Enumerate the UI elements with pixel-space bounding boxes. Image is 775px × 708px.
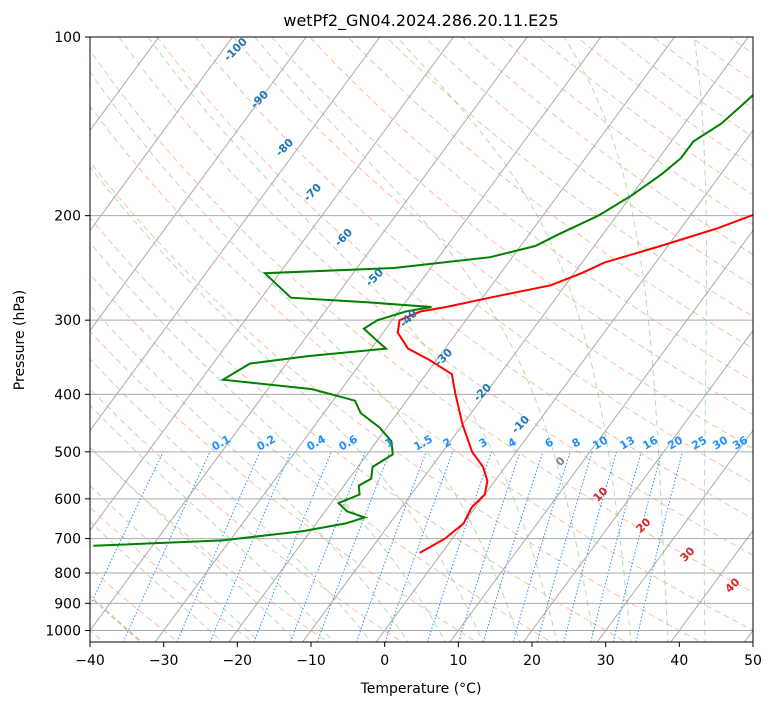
- y-tick-label: 200: [54, 209, 81, 225]
- isotherm: [154, 37, 602, 642]
- dry-adiabat: [90, 161, 702, 642]
- isotherms: [90, 37, 753, 642]
- isotherm: [90, 37, 381, 432]
- dewpoint-profile-line: [93, 93, 753, 547]
- isobars: [90, 37, 753, 631]
- isotherm: [670, 529, 753, 642]
- y-tick-label: 600: [54, 492, 81, 508]
- isotherm: [90, 37, 234, 232]
- moist-adiabat: [90, 166, 484, 642]
- x-tick-label: 50: [744, 653, 762, 669]
- temperature-profile-line: [396, 213, 753, 554]
- dry-adiabat: [156, 37, 753, 520]
- y-tick-label: 900: [54, 596, 81, 612]
- y-tick-label: 1000: [45, 624, 81, 640]
- mixing-ratio-lines: [90, 451, 683, 642]
- mixing-ratio-line: [426, 451, 493, 642]
- mixing-ratio-line: [90, 451, 164, 607]
- isotherm: [228, 37, 676, 642]
- mixing-ratio-line: [289, 451, 366, 642]
- y-axis-label: Pressure (hPa): [12, 290, 28, 390]
- dry-adiabat: [423, 37, 753, 286]
- isotherm: [90, 37, 455, 532]
- x-tick-label: −20: [223, 653, 253, 669]
- y-tick-label: 500: [54, 445, 81, 461]
- x-tick-label: −30: [149, 653, 179, 669]
- mixing-ratio-line: [482, 451, 544, 642]
- mixing-ratio-line: [512, 451, 571, 642]
- mixing-ratio-line: [355, 451, 427, 642]
- y-tick-label: 700: [54, 532, 81, 548]
- mixing-ratio-line: [316, 451, 391, 642]
- x-axis-label: Temperature (°C): [360, 681, 482, 697]
- plot-frame: [89, 36, 754, 643]
- dry-adiabat: [233, 37, 753, 449]
- x-tick-label: 20: [523, 653, 541, 669]
- isotherm: [90, 37, 307, 332]
- mixing-ratio-line: [176, 451, 261, 642]
- mixing-ratio-line: [635, 451, 683, 642]
- isotherm: [449, 229, 753, 642]
- mixing-ratio-line: [612, 451, 663, 642]
- dry-adiabat: [385, 37, 753, 318]
- mixing-ratio-line: [209, 451, 292, 642]
- y-tick-label: 300: [54, 313, 81, 329]
- plot-area: -100-90-80-70-60-50-40-30-20-10010203040…: [90, 37, 753, 642]
- x-tick-label: 10: [449, 653, 467, 669]
- dry-adiabat: [271, 37, 753, 416]
- y-tick-label: 100: [54, 30, 81, 46]
- mixing-ratio-line: [590, 451, 642, 642]
- x-tick-label: 40: [670, 653, 688, 669]
- y-tick-label: 400: [54, 387, 81, 403]
- mixing-ratio-line: [536, 451, 593, 642]
- x-tick-label: 30: [597, 653, 615, 669]
- y-tick-label: 800: [54, 566, 81, 582]
- moist-adiabat: [90, 241, 446, 642]
- x-tick-label: −40: [75, 653, 105, 669]
- dry-adiabat: [90, 49, 753, 593]
- dry-adiabat: [90, 330, 478, 642]
- dry-adiabat: [118, 37, 753, 556]
- moist-adiabat: [90, 404, 335, 642]
- isotherm: [375, 129, 753, 642]
- chart-title: wetPf2_GN04.2024.286.20.11.E25: [283, 11, 558, 31]
- isotherm: [522, 329, 753, 642]
- axis-ticks: −40 −30 −20 −10 0 10 20 30 40 50 1000 900 800 700 600 5…: [45, 30, 762, 669]
- x-tick-label: 0: [380, 653, 389, 669]
- isotherm: [596, 429, 753, 642]
- data-series: [93, 93, 753, 554]
- isotherm: [90, 37, 160, 132]
- dry-adiabat: [194, 37, 753, 484]
- mixing-ratio-line: [563, 451, 617, 642]
- x-tick-label: −10: [296, 653, 326, 669]
- mixing-ratio-line: [384, 451, 454, 642]
- isotherm: [90, 37, 528, 632]
- isotherm: [301, 37, 749, 642]
